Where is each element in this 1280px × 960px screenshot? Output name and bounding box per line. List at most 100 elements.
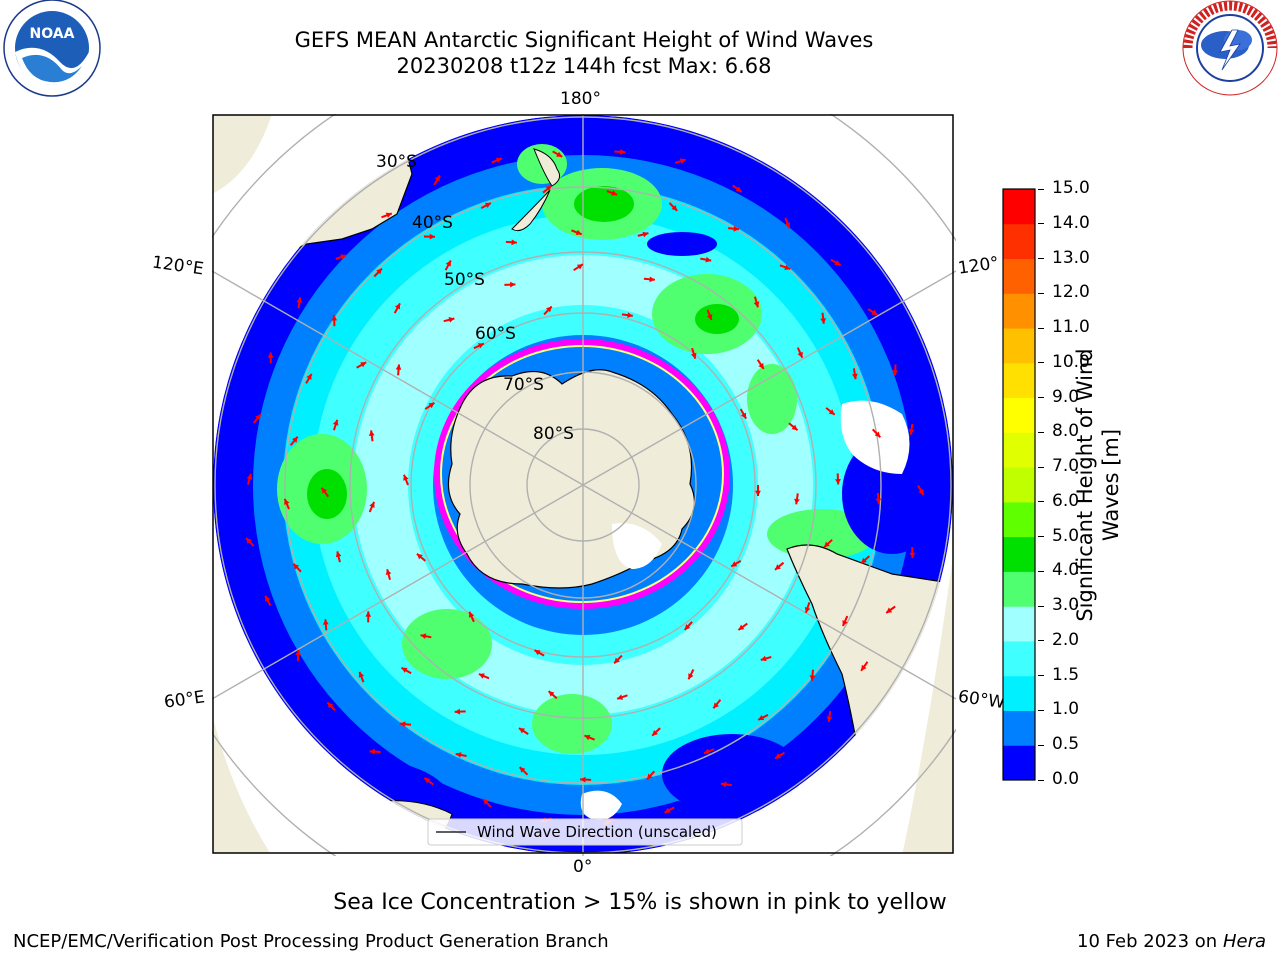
wind-arrow-head xyxy=(327,702,334,709)
footer-host: Hera xyxy=(1222,931,1266,952)
wind-arrow-head xyxy=(684,624,691,630)
lon-label-120e: 120°E xyxy=(150,252,205,280)
noaa-logo: NOAA xyxy=(3,0,101,97)
colorbar-segment xyxy=(1003,675,1035,711)
colorbar-tick-mark xyxy=(1038,327,1044,329)
colorbar-tick-mark xyxy=(1038,223,1044,225)
colorbar-tick-label: 0.0 xyxy=(1052,769,1080,789)
wind-arrow-head xyxy=(545,185,552,192)
colorbar-segment xyxy=(1003,258,1035,294)
wind-arrow-head xyxy=(584,734,591,741)
wind-arrow-head xyxy=(809,675,816,681)
wind-arrow-head xyxy=(306,373,312,380)
colorbar-segment xyxy=(1003,362,1035,399)
wind-arrow-head xyxy=(713,702,719,709)
wind-arrow-head xyxy=(758,362,764,369)
colorbar-tick-mark xyxy=(1038,258,1044,260)
wind-arrow-head xyxy=(611,190,618,196)
colorbar-segment xyxy=(1003,710,1035,746)
colorbar-tick-mark xyxy=(1038,744,1044,746)
wind-arrow-head xyxy=(735,186,742,192)
wind-arrow-head xyxy=(627,312,633,318)
wind-arrow-head xyxy=(784,222,791,229)
wind-arrow-head xyxy=(804,606,811,613)
map-legend: Wind Wave Direction (unscaled) xyxy=(427,818,743,846)
wind-arrow-head xyxy=(908,429,915,435)
colorbar-segment xyxy=(1003,606,1035,642)
wind-arrow-head xyxy=(369,748,376,755)
lat-label-40s: 40°S xyxy=(412,213,453,233)
colorbar-tick-mark xyxy=(1038,362,1044,364)
wind-arrow-head xyxy=(649,276,655,283)
colorbar-tick-mark xyxy=(1038,675,1044,677)
wind-arrow-head xyxy=(400,721,406,727)
wind-arrow-head xyxy=(246,538,252,544)
colorbar-tick-mark xyxy=(1038,640,1044,642)
colorbar-segment xyxy=(1003,397,1035,433)
wind-arrow-head xyxy=(478,673,485,679)
colorbar-segment xyxy=(1003,293,1035,329)
wind-arrow-head xyxy=(255,414,261,421)
wind-arrow-head xyxy=(758,715,765,721)
wind-arrow-head xyxy=(395,364,402,370)
colorbar-tick-mark xyxy=(1038,709,1044,711)
wind-arrow-head xyxy=(434,175,440,182)
colorbar-segment xyxy=(1003,328,1035,364)
wind-arrow-head xyxy=(369,501,375,508)
wind-arrow-head xyxy=(620,149,626,155)
wind-arrow-head xyxy=(295,649,301,656)
wind-arrow-head xyxy=(828,409,835,415)
colorbar-segment xyxy=(1003,745,1035,781)
wind-arrow-head xyxy=(852,373,858,380)
colorbar-tick-label: 1.5 xyxy=(1052,664,1080,685)
graticule xyxy=(212,114,956,856)
colorbar-segment xyxy=(1003,536,1035,572)
polar-map: Wind Wave Direction (unscaled) xyxy=(212,114,956,856)
lon-label-120w: 120° xyxy=(956,253,1001,279)
colorbar-tick-mark xyxy=(1038,779,1044,781)
wind-arrow-head xyxy=(448,317,455,323)
wind-arrow-head xyxy=(733,225,739,232)
wind-arrow-head xyxy=(794,498,800,505)
lat-label-30s: 30°S xyxy=(376,152,417,172)
wind-arrow-head xyxy=(664,807,671,813)
lon-label-60w: 60°W xyxy=(956,686,1007,714)
colorbar-tick-mark xyxy=(1038,431,1044,433)
wind-arrow-head xyxy=(775,564,781,570)
wind-arrow-head xyxy=(576,264,583,270)
wind-arrow-head xyxy=(614,657,620,664)
wind-arrow-head xyxy=(575,229,582,235)
wind-arrow-head xyxy=(416,553,423,560)
wind-arrow-head xyxy=(652,730,658,736)
colorbar-tick-label: 12.0 xyxy=(1052,282,1090,303)
wind-arrow-head xyxy=(368,430,375,436)
colorbar-tick-label: 4.0 xyxy=(1052,560,1080,581)
wind-arrow-head xyxy=(861,557,867,564)
wind-arrow-head xyxy=(477,343,484,349)
wind-arrow-head xyxy=(267,352,274,358)
wind-arrow-head xyxy=(703,748,710,754)
wind-arrow-head xyxy=(246,473,253,480)
wind-arrow-head xyxy=(358,671,365,678)
wind-arrow-head xyxy=(617,694,623,700)
colorbar-tick-label: 11.0 xyxy=(1052,317,1090,338)
colorbar-segment xyxy=(1003,571,1035,607)
wind-arrow-head xyxy=(296,297,303,303)
colorbar-tick-mark xyxy=(1038,292,1044,294)
wind-arrow-head xyxy=(496,157,502,163)
wind-arrow-head xyxy=(511,239,517,246)
chart-title: GEFS MEAN Antarctic Significant Height o… xyxy=(294,28,874,52)
wind-arrow-head xyxy=(394,303,400,310)
wind-arrow-head xyxy=(293,563,300,570)
wind-arrow-head xyxy=(454,708,461,715)
wind-arrow-head xyxy=(688,673,694,680)
wind-arrow-head xyxy=(580,776,586,783)
wind-arrow-head xyxy=(909,552,916,559)
lat-label-70s: 70°S xyxy=(503,375,544,395)
wind-arrow-head xyxy=(842,620,848,626)
colorbar-tick-label: 0.5 xyxy=(1052,734,1080,755)
wind-arrow-head xyxy=(365,611,372,617)
colorbar-tick-label: 2.0 xyxy=(1052,629,1080,650)
wind-arrow-head xyxy=(292,436,298,443)
wind-arrow-head xyxy=(741,412,747,419)
